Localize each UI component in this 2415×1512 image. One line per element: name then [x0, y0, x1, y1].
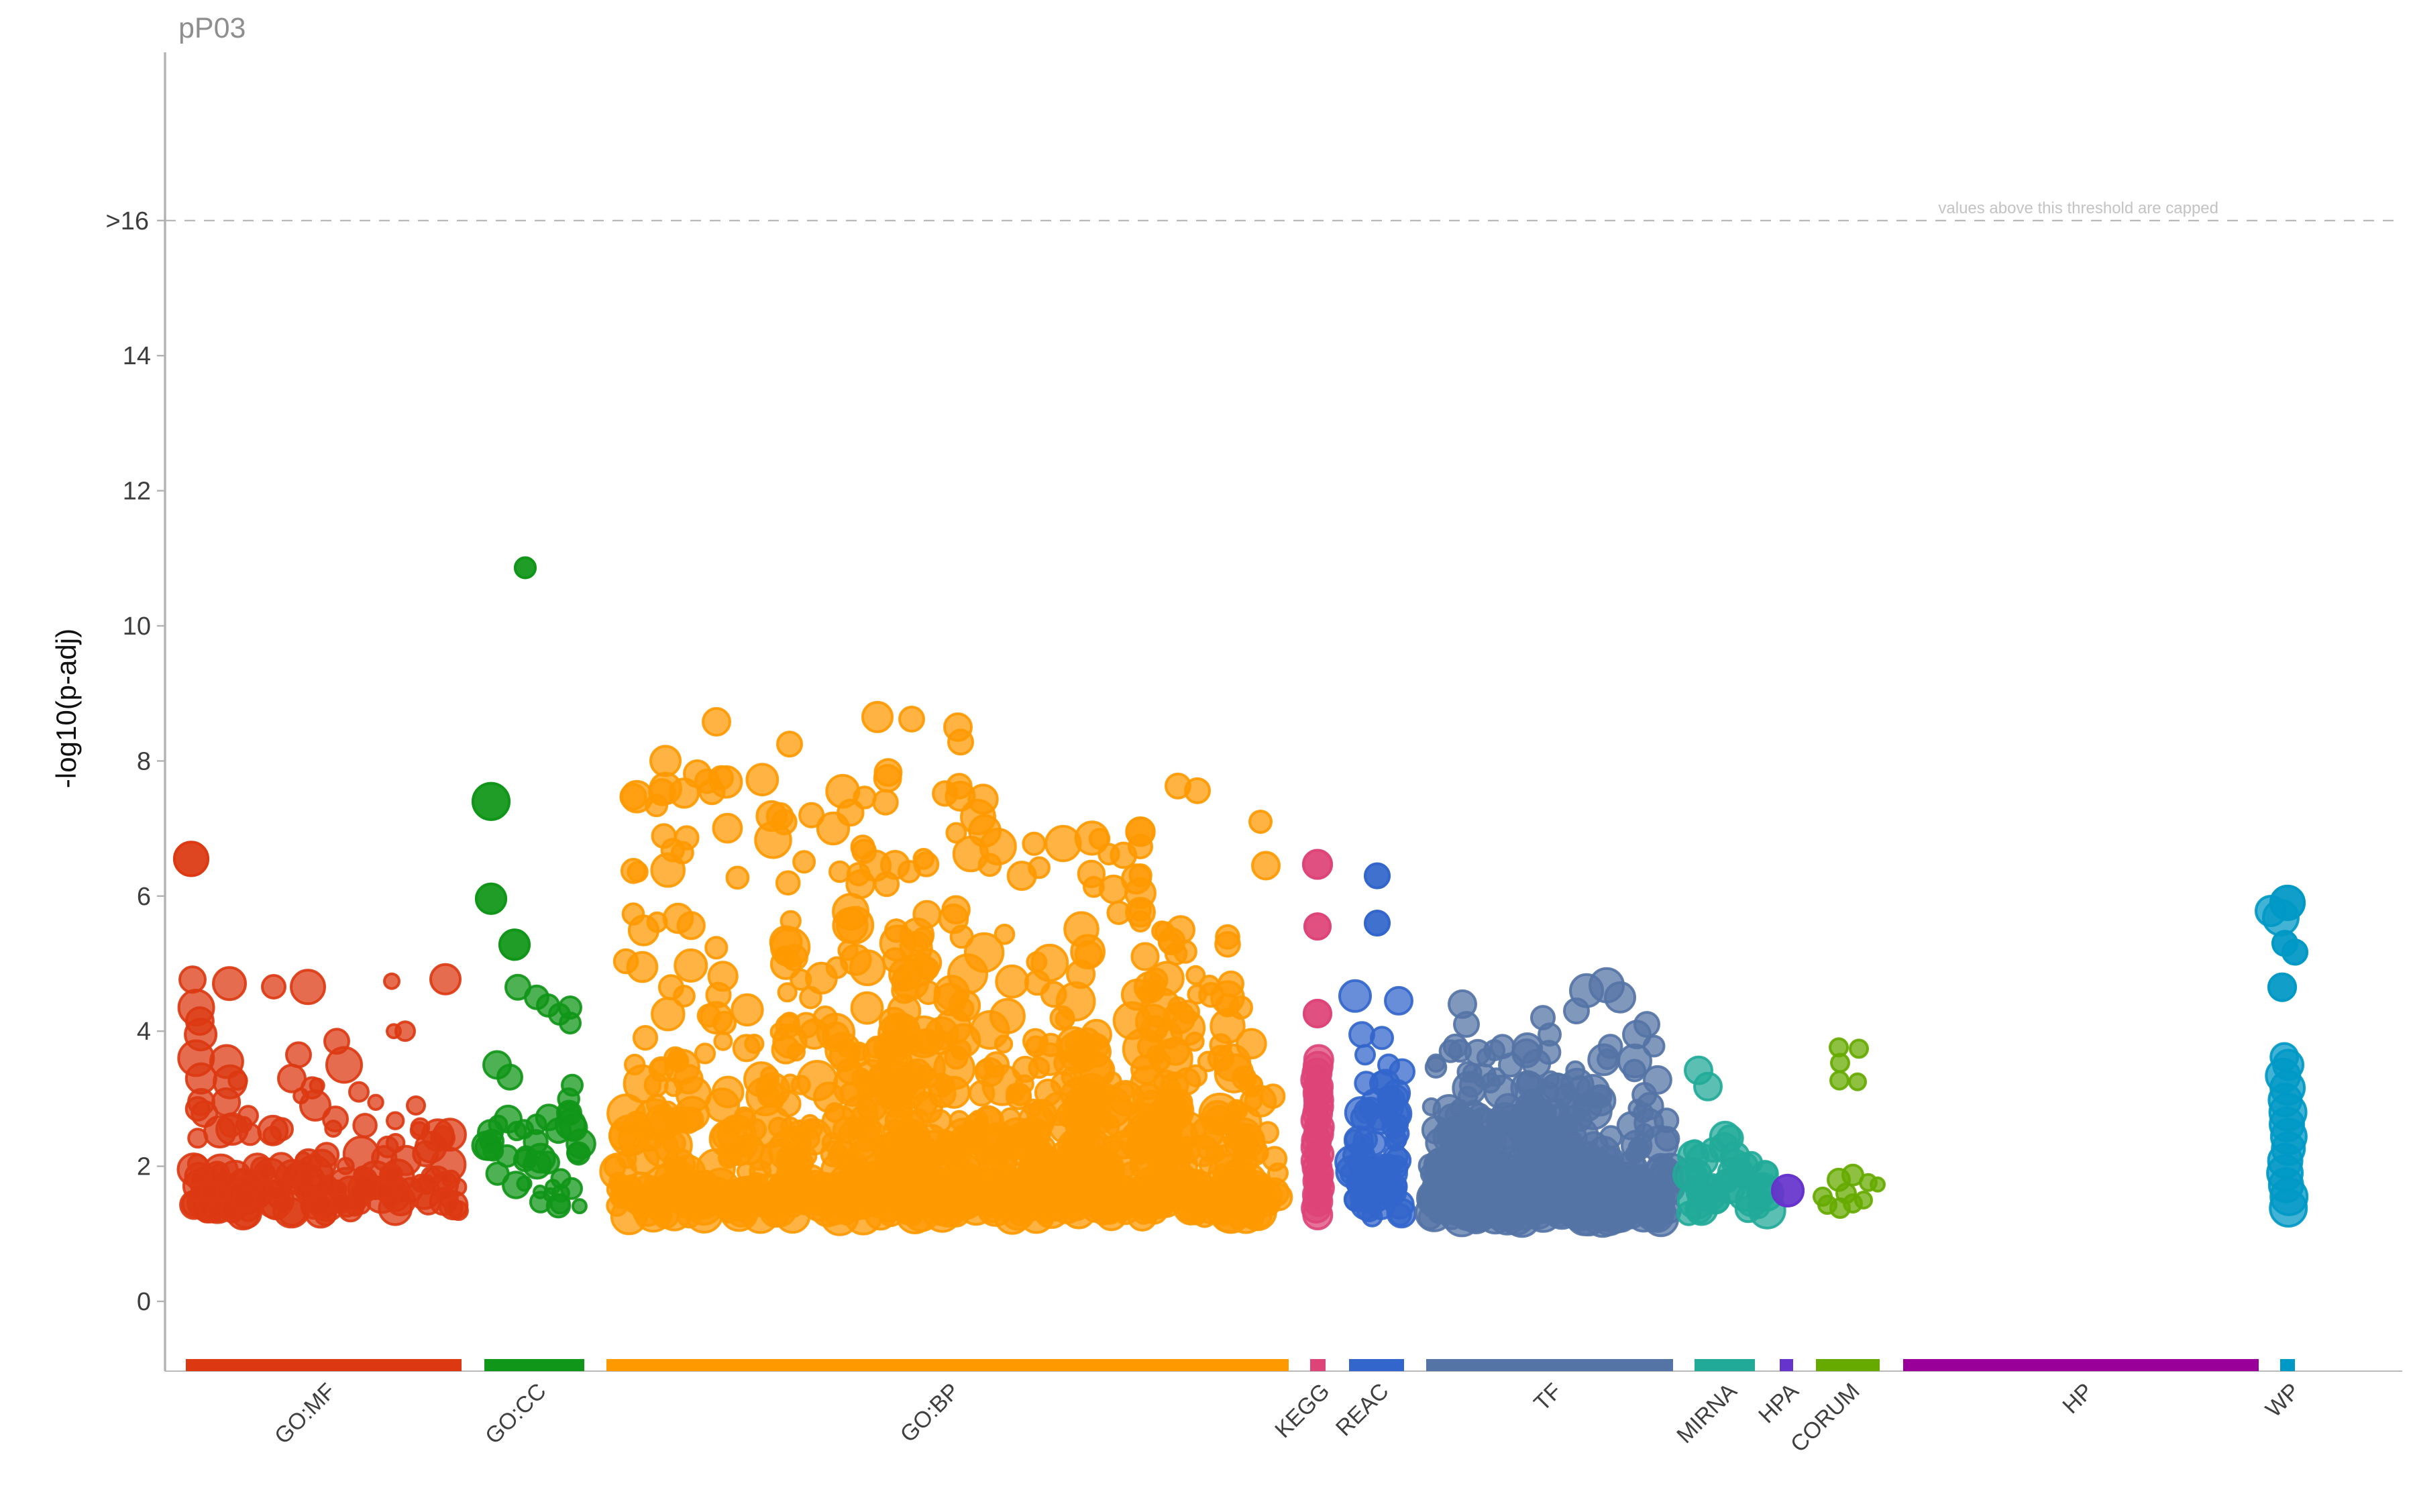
- svg-text:2: 2: [137, 1153, 151, 1181]
- svg-text:-log10(p-adj): -log10(p-adj): [50, 629, 82, 788]
- svg-text:12: 12: [123, 478, 151, 506]
- svg-text:10: 10: [123, 612, 151, 641]
- svg-text:>16: >16: [106, 207, 149, 235]
- svg-text:0: 0: [137, 1288, 151, 1316]
- svg-text:4: 4: [137, 1018, 151, 1046]
- svg-text:14: 14: [123, 342, 151, 370]
- svg-text:6: 6: [137, 883, 151, 911]
- svg-text:values above this threshold ar: values above this threshold are capped: [1938, 199, 2218, 217]
- svg-text:pP03: pP03: [178, 12, 246, 44]
- svg-text:8: 8: [137, 747, 151, 775]
